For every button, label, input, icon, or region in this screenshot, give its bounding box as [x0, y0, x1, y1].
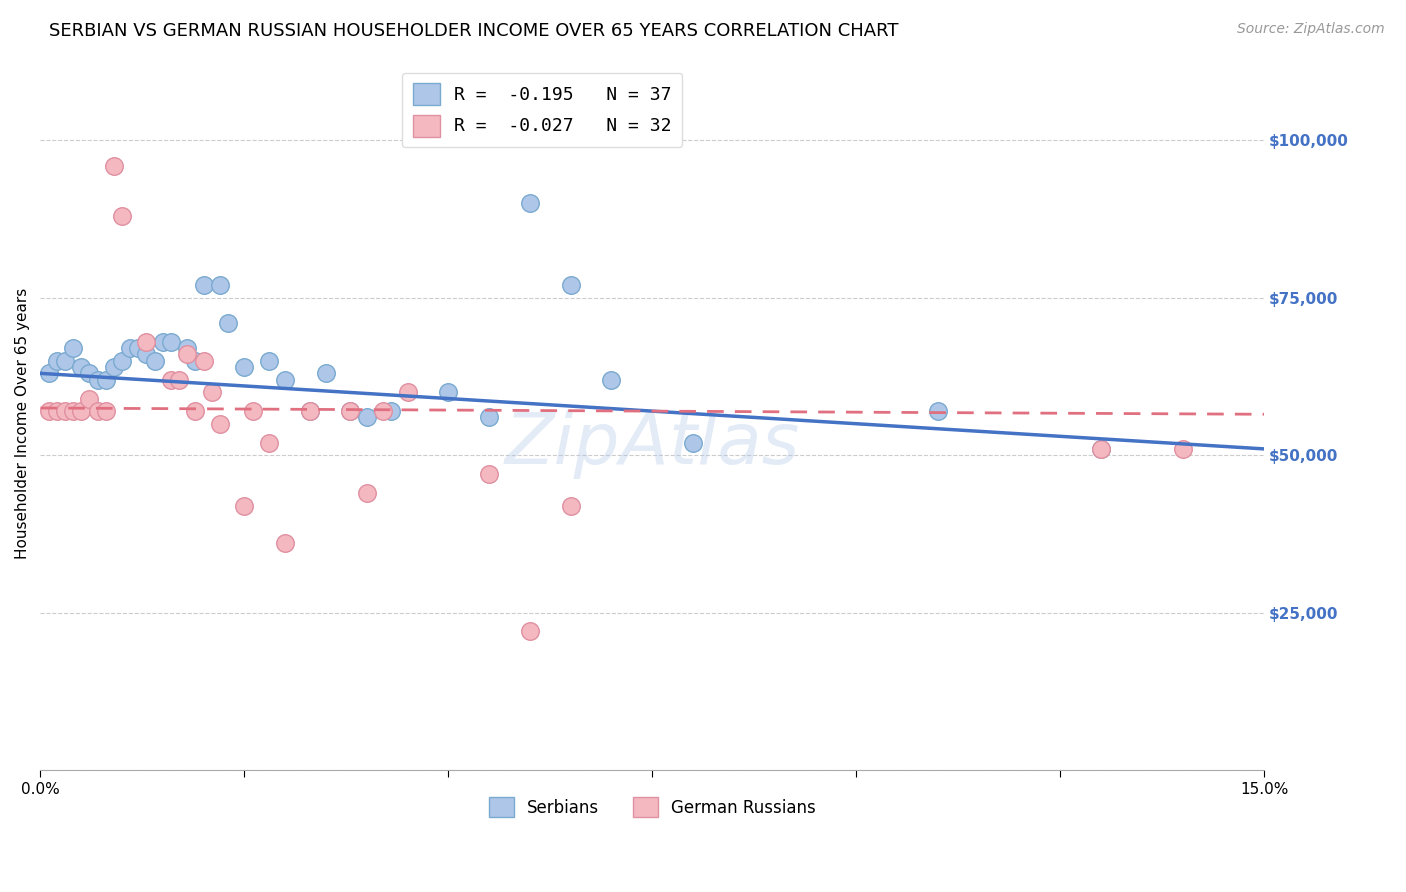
Point: [519, 196, 541, 211]
Point: [45, 404, 67, 418]
Point: [201, 385, 224, 400]
Point: [53, 353, 76, 368]
Point: [371, 404, 394, 418]
Point: [184, 404, 207, 418]
Point: [38, 404, 60, 418]
Point: [94, 373, 117, 387]
Point: [478, 410, 501, 425]
Point: [927, 404, 949, 418]
Point: [298, 404, 321, 418]
Point: [1090, 442, 1112, 456]
Point: [560, 499, 582, 513]
Point: [167, 373, 190, 387]
Point: [86, 404, 108, 418]
Point: [45, 353, 67, 368]
Point: [339, 404, 361, 418]
Point: [437, 385, 460, 400]
Point: [682, 435, 704, 450]
Text: ZipAtlas: ZipAtlas: [505, 410, 800, 479]
Point: [356, 486, 378, 500]
Point: [1090, 442, 1112, 456]
Point: [208, 278, 231, 293]
Point: [339, 404, 361, 418]
Point: [274, 536, 297, 550]
Point: [1171, 442, 1194, 456]
Point: [193, 353, 215, 368]
Point: [257, 435, 280, 450]
Y-axis label: Householder Income Over 65 years: Householder Income Over 65 years: [15, 288, 30, 559]
Point: [233, 499, 256, 513]
Point: [184, 353, 207, 368]
Point: [86, 373, 108, 387]
Point: [94, 404, 117, 418]
Point: [257, 353, 280, 368]
Text: SERBIAN VS GERMAN RUSSIAN HOUSEHOLDER INCOME OVER 65 YEARS CORRELATION CHART: SERBIAN VS GERMAN RUSSIAN HOUSEHOLDER IN…: [49, 22, 898, 40]
Point: [193, 278, 215, 293]
Point: [62, 404, 84, 418]
Point: [103, 159, 125, 173]
Point: [79, 392, 101, 406]
Point: [396, 385, 419, 400]
Point: [274, 373, 297, 387]
Point: [242, 404, 264, 418]
Point: [519, 624, 541, 639]
Point: [208, 417, 231, 431]
Point: [79, 367, 101, 381]
Point: [111, 353, 134, 368]
Point: [111, 209, 134, 223]
Point: [356, 410, 378, 425]
Point: [160, 334, 183, 349]
Point: [103, 359, 125, 374]
Point: [120, 341, 142, 355]
Text: Source: ZipAtlas.com: Source: ZipAtlas.com: [1237, 22, 1385, 37]
Point: [600, 373, 623, 387]
Point: [135, 334, 157, 349]
Point: [176, 341, 198, 355]
Point: [53, 404, 76, 418]
Point: [127, 341, 149, 355]
Point: [143, 353, 166, 368]
Point: [70, 404, 93, 418]
Point: [298, 404, 321, 418]
Point: [160, 373, 183, 387]
Point: [478, 467, 501, 481]
Point: [560, 278, 582, 293]
Point: [315, 367, 337, 381]
Point: [135, 347, 157, 361]
Point: [176, 347, 198, 361]
Point: [62, 341, 84, 355]
Point: [152, 334, 174, 349]
Legend: Serbians, German Russians: Serbians, German Russians: [482, 790, 823, 824]
Point: [217, 316, 239, 330]
Point: [233, 359, 256, 374]
Point: [380, 404, 402, 418]
Point: [38, 367, 60, 381]
Point: [70, 359, 93, 374]
